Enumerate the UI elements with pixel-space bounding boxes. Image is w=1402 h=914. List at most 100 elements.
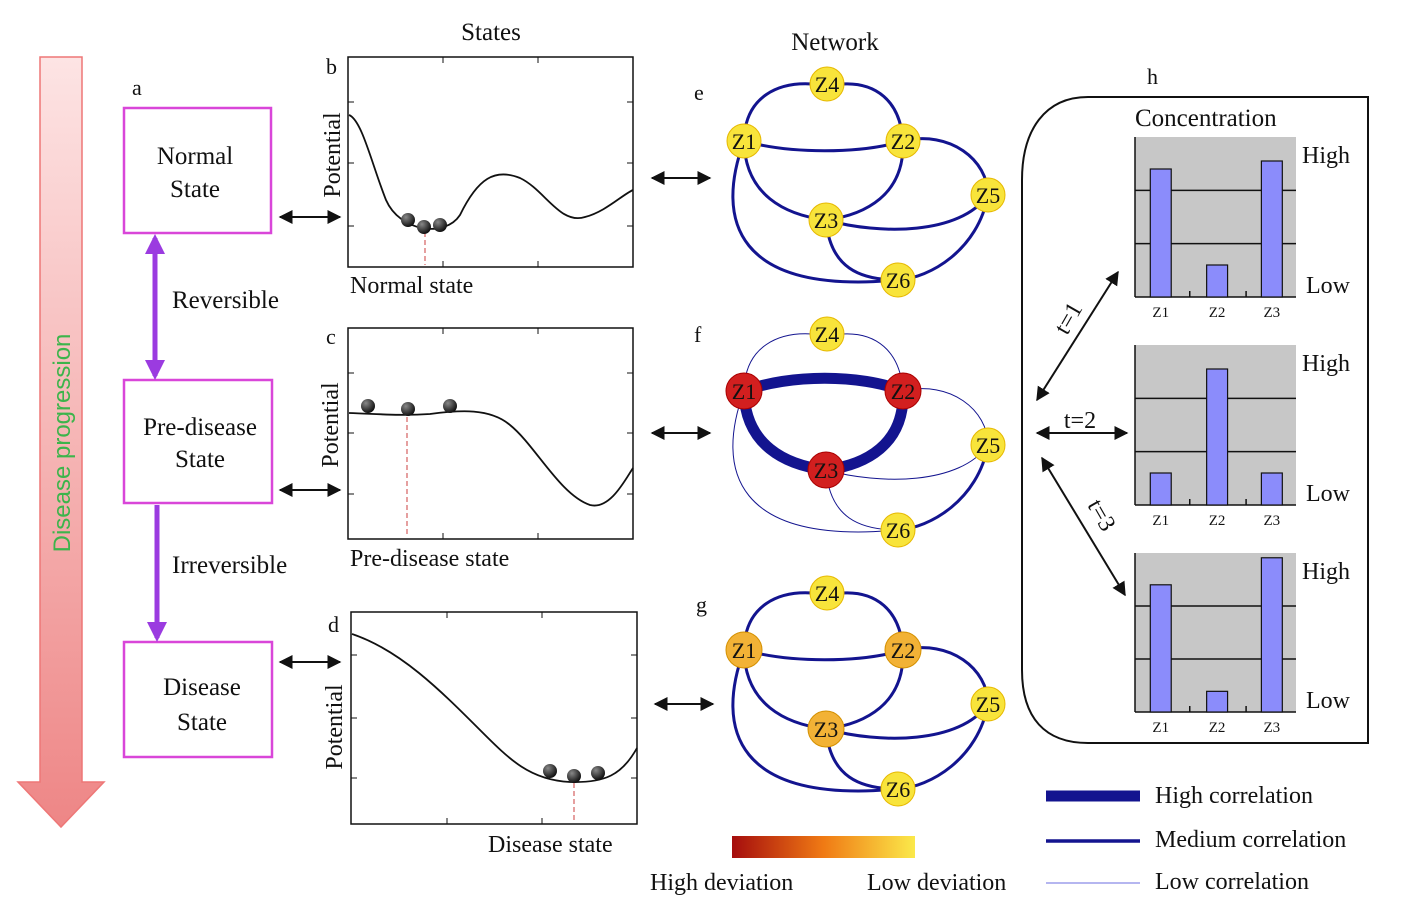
panel-h-frame	[1021, 96, 1369, 744]
svg-text:Z1: Z1	[732, 379, 756, 404]
network-disease	[731, 591, 990, 793]
tick-label-z3: Z3	[1264, 305, 1281, 321]
node-z6: Z6	[880, 262, 916, 298]
bar-z1	[1149, 472, 1172, 506]
bar-z1	[1149, 168, 1172, 298]
node-z1: Z1	[725, 631, 763, 669]
deviation-colorbar	[732, 836, 915, 858]
bar-z1	[1149, 584, 1172, 713]
low-label: Low	[1306, 688, 1351, 714]
svg-text:Z2: Z2	[891, 129, 915, 154]
node-z3: Z3	[807, 451, 845, 489]
node-z5: Z5	[970, 427, 1006, 463]
tick-label-z1: Z1	[1152, 513, 1169, 529]
concentration-chart-t3: Z1 Z2 Z3 High Low	[1134, 553, 1351, 736]
normal-state-axis-label: Normal state	[350, 273, 473, 299]
potential-curve	[348, 114, 634, 230]
bar-z3	[1260, 160, 1283, 298]
ball	[433, 218, 447, 232]
network-f-nodes: Z4 Z1 Z2 Z5 Z3 Z6	[725, 316, 1006, 548]
node-z4: Z4	[809, 66, 845, 102]
node-z1: Z1	[726, 123, 762, 159]
svg-text:Z4: Z4	[815, 581, 839, 606]
node-z3: Z3	[807, 710, 845, 748]
time-arrow-1	[1036, 270, 1119, 402]
node-z5: Z5	[970, 177, 1006, 213]
ball	[361, 399, 375, 413]
bar-z2	[1206, 690, 1229, 713]
node-z6: Z6	[880, 512, 916, 548]
svg-text:Z5: Z5	[976, 183, 1000, 208]
bar-z3	[1260, 472, 1283, 506]
pre-disease-state-axis-label: Pre-disease state	[350, 546, 509, 572]
irreversible-label: Irreversible	[172, 552, 287, 579]
concentration-title: Concentration	[1135, 105, 1277, 132]
bar-z2	[1206, 264, 1229, 298]
ball	[567, 769, 581, 783]
tick-label-z2: Z2	[1209, 720, 1226, 736]
tick-label-z3: Z3	[1264, 720, 1281, 736]
disease-state-line2: State	[177, 709, 227, 736]
tick-label-z2: Z2	[1209, 513, 1226, 529]
concentration-chart-t2: Z1 Z2 Z3 High Low	[1134, 345, 1351, 529]
svg-text:Z2: Z2	[891, 638, 915, 663]
normal-state-box: Normal State	[122, 106, 273, 235]
panel-letter-d: d	[328, 612, 339, 637]
svg-text:Z6: Z6	[886, 518, 910, 543]
node-z2: Z2	[884, 372, 922, 410]
reversible-label: Reversible	[172, 287, 279, 314]
high-label: High	[1302, 559, 1350, 585]
network-g-nodes: Z4 Z1 Z2 Z5 Z3 Z6	[725, 575, 1006, 807]
low-label: Low	[1306, 273, 1351, 299]
concentration-bar-charts: Z1 Z2 Z3 High Low Z1 Z2 Z3 High Low Z1 Z2 Z3 High Low	[1134, 137, 1351, 736]
ball	[401, 402, 415, 416]
high-label: High	[1302, 351, 1350, 377]
ball	[401, 213, 415, 227]
legend-label-high: High correlation	[1155, 783, 1313, 809]
potential-axis-label: Potential	[318, 382, 344, 468]
potential-plot-disease: Potential Disease state	[322, 611, 638, 858]
node-z2: Z2	[884, 631, 922, 669]
node-z5: Z5	[970, 686, 1006, 722]
potential-axis-label: Potential	[320, 112, 346, 198]
low-label: Low	[1306, 481, 1351, 507]
ball	[591, 766, 605, 780]
svg-text:Z1: Z1	[732, 129, 756, 154]
pre-disease-state-box: Pre-disease State	[122, 378, 274, 505]
tick-label-z1: Z1	[1152, 720, 1169, 736]
ball	[543, 764, 557, 778]
svg-text:Z6: Z6	[886, 777, 910, 802]
states-title: States	[461, 19, 521, 46]
disease-state-line1: Disease	[163, 674, 241, 701]
panel-letter-b: b	[326, 54, 337, 79]
high-label: High	[1302, 143, 1350, 169]
potential-axis-label: Potential	[322, 684, 348, 770]
potential-plot-pre-disease: Potential Pre-disease state	[318, 327, 634, 572]
ball	[417, 220, 431, 234]
svg-text:Z3: Z3	[814, 458, 838, 483]
normal-state-line1: Normal	[157, 143, 233, 170]
network-title: Network	[791, 29, 879, 56]
low-deviation-label: Low deviation	[867, 870, 1006, 896]
node-z2: Z2	[885, 123, 921, 159]
panel-letter-e: e	[694, 80, 704, 105]
pre-disease-state-line1: Pre-disease	[143, 414, 257, 441]
svg-text:Z5: Z5	[976, 433, 1000, 458]
node-z3: Z3	[808, 202, 844, 238]
disease-progression-label: Disease progression	[49, 334, 76, 553]
potential-curve	[351, 633, 638, 783]
pre-disease-state-line2: State	[175, 446, 225, 473]
network-normal	[731, 82, 990, 284]
bar-z3	[1260, 557, 1283, 713]
tick-label-z1: Z1	[1152, 305, 1169, 321]
svg-text:Z5: Z5	[976, 692, 1000, 717]
node-z6: Z6	[880, 771, 916, 807]
svg-text:Z3: Z3	[814, 717, 838, 742]
network-e-nodes: Z4 Z1 Z2 Z5 Z3 Z6	[726, 66, 1006, 298]
time-arrow-3	[1041, 456, 1126, 597]
panel-letter-c: c	[326, 324, 336, 349]
panel-letter-a: a	[132, 75, 142, 100]
svg-text:Z1: Z1	[732, 638, 756, 663]
time-label-3: t=3	[1082, 495, 1121, 536]
